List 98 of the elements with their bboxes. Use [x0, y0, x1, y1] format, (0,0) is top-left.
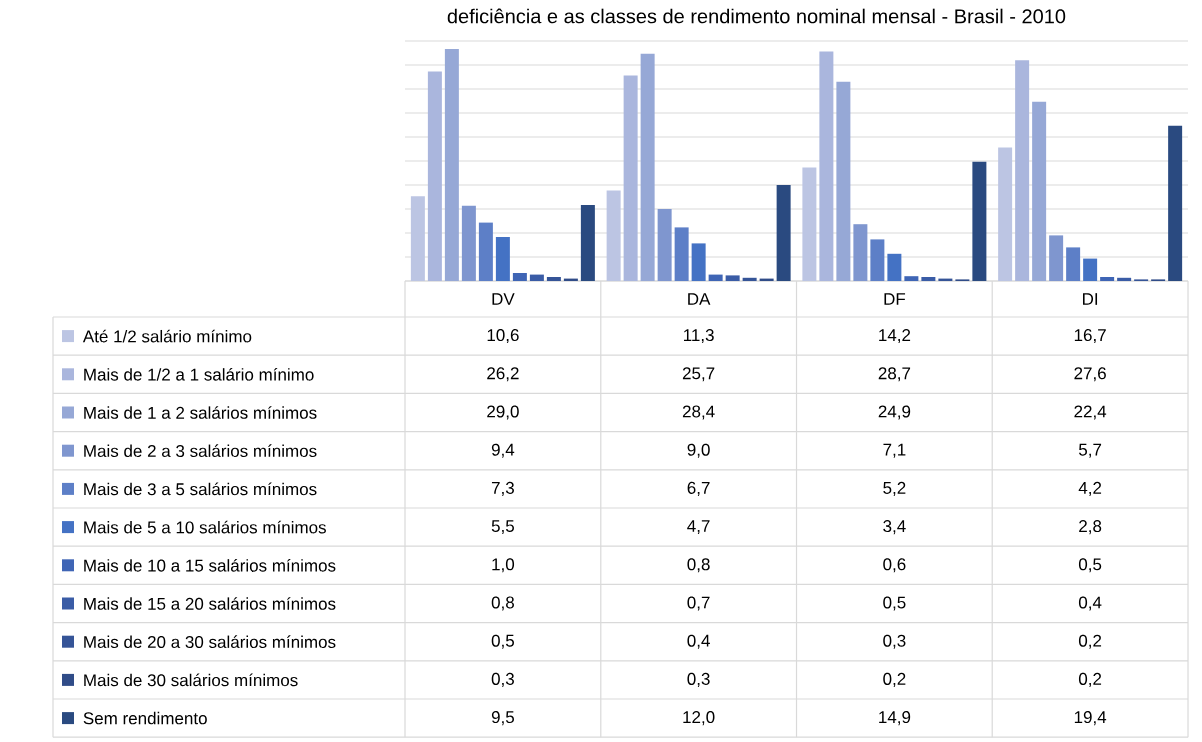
data-label: 28,4 — [682, 405, 715, 420]
data-label: 6,7 — [687, 481, 710, 496]
bar — [478, 222, 493, 281]
x-tick-label: DF — [884, 293, 906, 305]
bar — [691, 243, 706, 281]
data-label: 7,1 — [883, 443, 906, 458]
data-label: 0,5 — [491, 634, 514, 649]
bar — [1100, 277, 1115, 281]
bar — [606, 190, 621, 281]
data-label: 0,5 — [1078, 558, 1102, 573]
bar — [427, 71, 442, 281]
bar — [580, 205, 595, 281]
data-label: 16,7 — [1074, 329, 1106, 344]
data-label: 12,0 — [683, 711, 715, 726]
bar — [742, 277, 757, 281]
bar — [674, 227, 689, 281]
bar — [1015, 60, 1030, 281]
data-label: 25,7 — [682, 367, 715, 382]
data-label: 0,6 — [883, 558, 906, 573]
legend-label: Mais de 15 a 20 salários mínimos — [84, 597, 336, 610]
bar — [819, 51, 834, 281]
bar — [657, 209, 672, 281]
data-label: 24,9 — [878, 405, 911, 420]
legend-label: Mais de 10 a 15 salários mínimos — [84, 558, 336, 572]
bar — [708, 274, 723, 281]
bar — [972, 161, 987, 281]
bar — [836, 81, 851, 281]
chart-title: deficiência e as classes de rendimento nominal mensal - Brasil - 2010 — [447, 8, 1066, 24]
bar — [870, 239, 885, 281]
data-label: 0,8 — [687, 558, 710, 573]
data-label: 0,4 — [687, 634, 710, 649]
bar — [725, 275, 740, 281]
x-tick-label: DA — [688, 293, 711, 305]
data-label: 0,2 — [1078, 634, 1102, 649]
data-label: 4,2 — [1078, 481, 1102, 496]
data-label: 0,7 — [687, 596, 710, 611]
bar — [623, 75, 638, 281]
data-label: 0,3 — [687, 672, 710, 687]
bar — [512, 273, 527, 281]
data-label: 1,0 — [492, 558, 515, 573]
data-label: 7,3 — [491, 481, 514, 496]
bar — [529, 274, 544, 281]
legend-label: Sem rendimento — [83, 711, 207, 725]
legend-label: Mais de 30 salários mínimos — [84, 673, 298, 687]
data-label: 11,3 — [684, 329, 714, 344]
bar — [1066, 247, 1081, 281]
legend-label: Mais de 1 a 2 salários mínimos — [84, 406, 317, 419]
x-tick-label: DV — [492, 293, 515, 305]
data-label: 5,5 — [491, 520, 514, 535]
bar — [921, 277, 936, 281]
data-label: 10,6 — [487, 329, 519, 344]
bar — [546, 277, 561, 281]
data-label: 28,7 — [878, 367, 911, 382]
data-label: 0,2 — [1078, 672, 1102, 687]
data-label: 14,2 — [879, 329, 911, 344]
data-label: 29,0 — [487, 405, 519, 420]
data-label: 0,5 — [883, 596, 906, 611]
bar — [640, 53, 655, 281]
bar — [1049, 235, 1064, 281]
bar — [495, 237, 510, 281]
data-label: 14,9 — [879, 711, 911, 726]
bar — [904, 276, 919, 281]
data-label: 9,5 — [491, 711, 514, 726]
data-label: 5,7 — [1078, 443, 1102, 458]
data-label: 27,6 — [1074, 367, 1106, 382]
data-label: 5,2 — [883, 481, 906, 496]
bar — [998, 147, 1013, 281]
bar — [887, 253, 902, 281]
bar — [1168, 125, 1183, 281]
legend-label: Mais de 20 a 30 salários mínimos — [84, 635, 336, 649]
data-label: 19,4 — [1074, 711, 1107, 726]
bar — [776, 185, 791, 281]
bar — [444, 49, 459, 281]
legend-label: Até 1/2 salário mínimo — [82, 329, 252, 343]
data-label: 0,8 — [491, 596, 514, 611]
bar — [461, 205, 476, 281]
legend-label: Mais de 1/2 a 1 salário mínimo — [84, 367, 314, 381]
bar — [1117, 277, 1132, 281]
data-label: 22,4 — [1074, 405, 1107, 420]
data-label: 9,4 — [491, 443, 515, 458]
legend-label: Mais de 3 a 5 salários mínimos — [84, 482, 317, 496]
data-label: 4,7 — [687, 520, 710, 535]
x-tick-label: DI — [1083, 293, 1098, 305]
legend-label: Mais de 2 a 3 salários mínimos — [84, 444, 317, 458]
data-label: 9,0 — [687, 443, 710, 458]
data-label: 0,3 — [883, 634, 906, 649]
data-label: 2,8 — [1079, 520, 1102, 535]
bar — [410, 196, 425, 281]
data-label: 26,2 — [487, 367, 519, 382]
bar — [1083, 258, 1098, 281]
legend-label: Mais de 5 a 10 salários mínimos — [84, 520, 326, 534]
data-label: 0,2 — [883, 672, 906, 687]
data-label: 0,3 — [491, 672, 514, 687]
bar — [853, 224, 868, 281]
data-label: 0,4 — [1078, 596, 1102, 611]
bar — [802, 167, 817, 281]
bar — [1032, 101, 1047, 281]
data-label: 3,4 — [883, 520, 906, 535]
